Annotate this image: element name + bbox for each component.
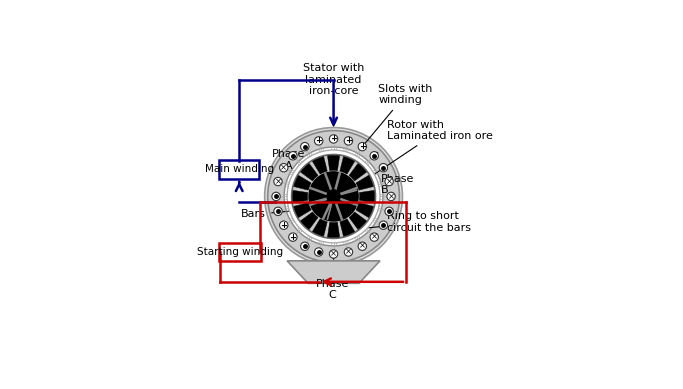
Wedge shape [301, 212, 318, 230]
Circle shape [274, 177, 282, 186]
Text: +: + [345, 137, 352, 145]
Text: +: + [359, 142, 366, 151]
Text: +: + [280, 221, 288, 230]
Text: ×: × [387, 192, 395, 201]
Circle shape [292, 154, 376, 238]
Wedge shape [312, 157, 327, 174]
Text: +: + [315, 137, 322, 145]
Circle shape [279, 221, 288, 230]
Wedge shape [292, 190, 308, 203]
Text: Ring to short
circuit the bars: Ring to short circuit the bars [363, 211, 471, 233]
Circle shape [331, 193, 337, 200]
Wedge shape [356, 175, 374, 190]
Text: Phase
C: Phase C [316, 279, 349, 300]
Text: ×: × [345, 247, 352, 256]
Circle shape [265, 128, 402, 265]
Wedge shape [327, 222, 339, 237]
Text: ×: × [386, 177, 393, 186]
Wedge shape [301, 163, 318, 181]
Circle shape [301, 242, 309, 251]
FancyBboxPatch shape [219, 243, 261, 261]
Wedge shape [359, 190, 374, 203]
Text: Rotor with
Laminated iron ore: Rotor with Laminated iron ore [373, 120, 492, 175]
Wedge shape [294, 203, 311, 217]
Wedge shape [349, 212, 367, 230]
Circle shape [329, 250, 338, 258]
Circle shape [327, 190, 340, 203]
Circle shape [344, 248, 352, 256]
Circle shape [289, 233, 297, 241]
Circle shape [385, 207, 393, 216]
Circle shape [387, 192, 395, 201]
Wedge shape [327, 156, 339, 171]
Wedge shape [340, 219, 354, 236]
Text: Slots with
winding: Slots with winding [364, 84, 433, 144]
Wedge shape [294, 175, 311, 190]
Circle shape [301, 142, 309, 151]
Circle shape [329, 135, 338, 143]
Polygon shape [287, 261, 380, 283]
FancyBboxPatch shape [219, 160, 260, 179]
Circle shape [344, 137, 352, 145]
Text: Main winding: Main winding [205, 165, 274, 175]
Circle shape [370, 233, 378, 241]
Circle shape [370, 152, 378, 160]
Text: Bars: Bars [241, 209, 292, 219]
Text: ×: × [371, 233, 378, 242]
Text: +: + [330, 135, 337, 144]
Circle shape [274, 207, 282, 216]
Text: Stator with
laminated
iron-core: Stator with laminated iron-core [303, 63, 364, 126]
Circle shape [272, 192, 280, 201]
Text: ×: × [359, 242, 366, 251]
Circle shape [289, 152, 297, 160]
Text: +: + [290, 233, 296, 242]
Wedge shape [312, 219, 327, 236]
Text: Starting winding: Starting winding [197, 247, 283, 257]
Circle shape [314, 248, 323, 256]
Circle shape [358, 142, 367, 151]
Wedge shape [356, 203, 374, 217]
Circle shape [279, 163, 288, 172]
Wedge shape [349, 163, 367, 181]
Text: Phase
B: Phase B [381, 174, 415, 195]
Circle shape [309, 172, 358, 221]
Circle shape [358, 242, 367, 251]
Circle shape [385, 177, 393, 186]
Text: ×: × [280, 163, 288, 172]
Circle shape [314, 137, 323, 145]
Text: ×: × [330, 249, 337, 258]
Circle shape [268, 131, 400, 262]
Wedge shape [340, 157, 354, 174]
Text: ×: × [275, 177, 281, 186]
Text: Phase
A: Phase A [272, 149, 305, 171]
Circle shape [284, 147, 383, 246]
Circle shape [287, 150, 380, 243]
Circle shape [379, 221, 387, 230]
Circle shape [379, 163, 387, 172]
